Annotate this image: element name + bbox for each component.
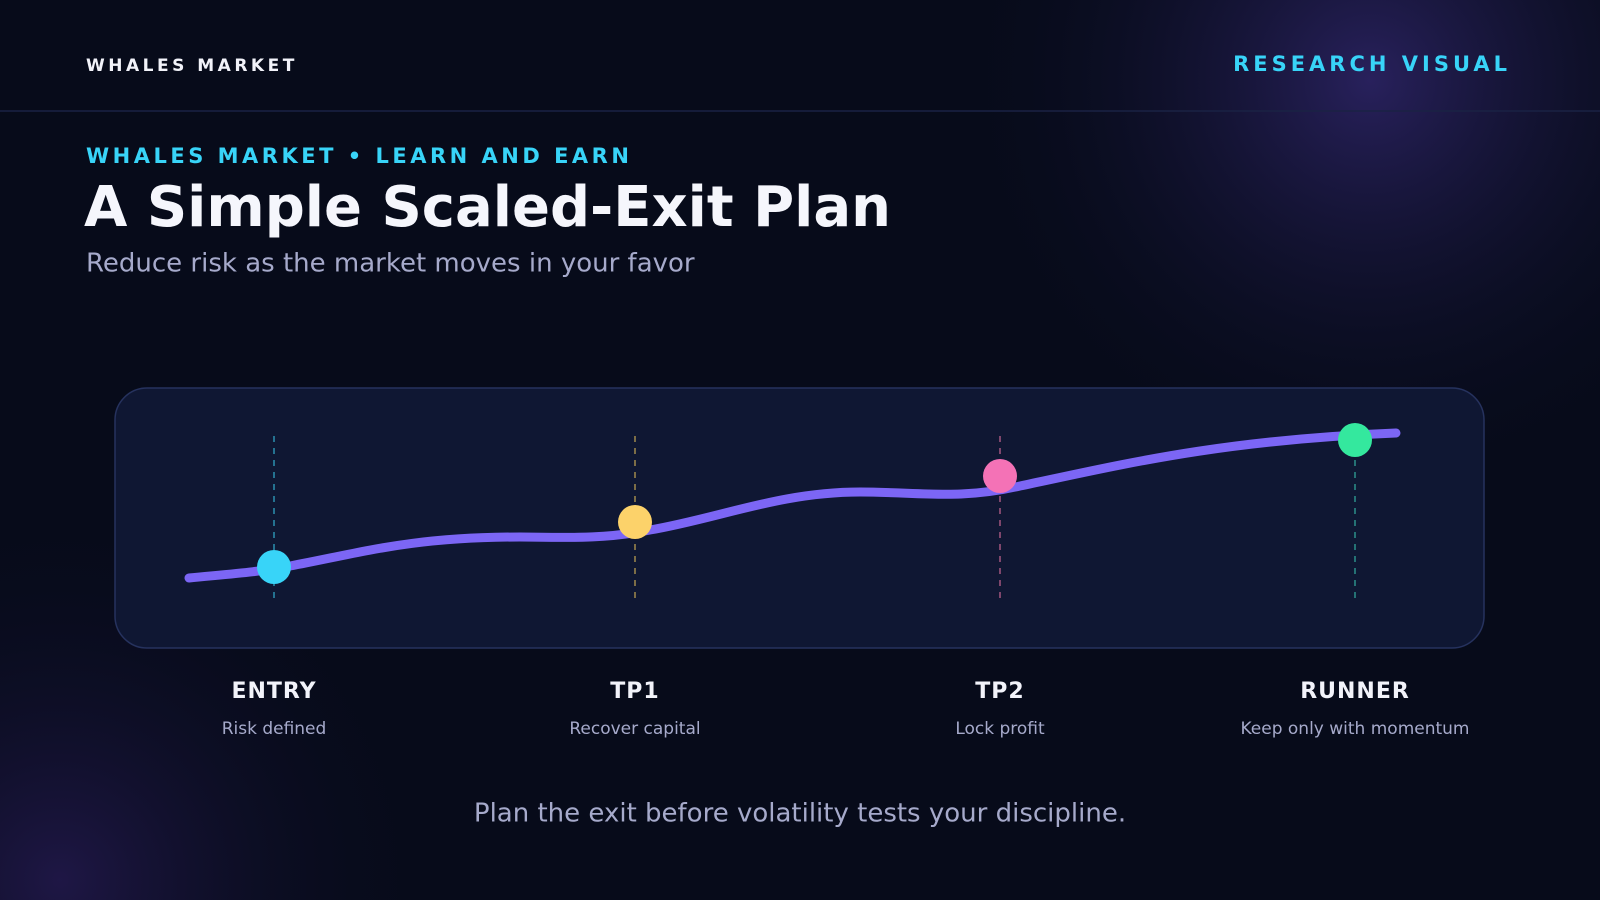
header-tag: RESEARCH VISUAL <box>1233 52 1511 76</box>
stage-label: RUNNER <box>1300 679 1410 704</box>
stage-dot <box>618 505 652 539</box>
stage-dot <box>257 550 291 584</box>
price-curve <box>184 428 1401 583</box>
stage-caption: Keep only with momentum <box>1240 719 1469 739</box>
stage-dot <box>983 459 1017 493</box>
subtitle: Reduce risk as the market moves in your … <box>86 249 695 279</box>
stage-label: ENTRY <box>231 679 316 704</box>
stage-caption: Lock profit <box>955 719 1045 739</box>
stage-caption: Risk defined <box>222 719 327 739</box>
stage-label: TP2 <box>975 679 1024 704</box>
stage-dot <box>1338 423 1372 457</box>
stage-label: TP1 <box>610 679 659 704</box>
footer-note: Plan the exit before volatility tests yo… <box>474 799 1126 829</box>
brand: WHALES MARKET <box>86 56 298 76</box>
kicker: WHALES MARKET • LEARN AND EARN <box>86 144 632 168</box>
title: A Simple Scaled-Exit Plan <box>84 175 891 240</box>
stage-caption: Recover capital <box>569 719 700 739</box>
panel <box>114 387 1485 649</box>
